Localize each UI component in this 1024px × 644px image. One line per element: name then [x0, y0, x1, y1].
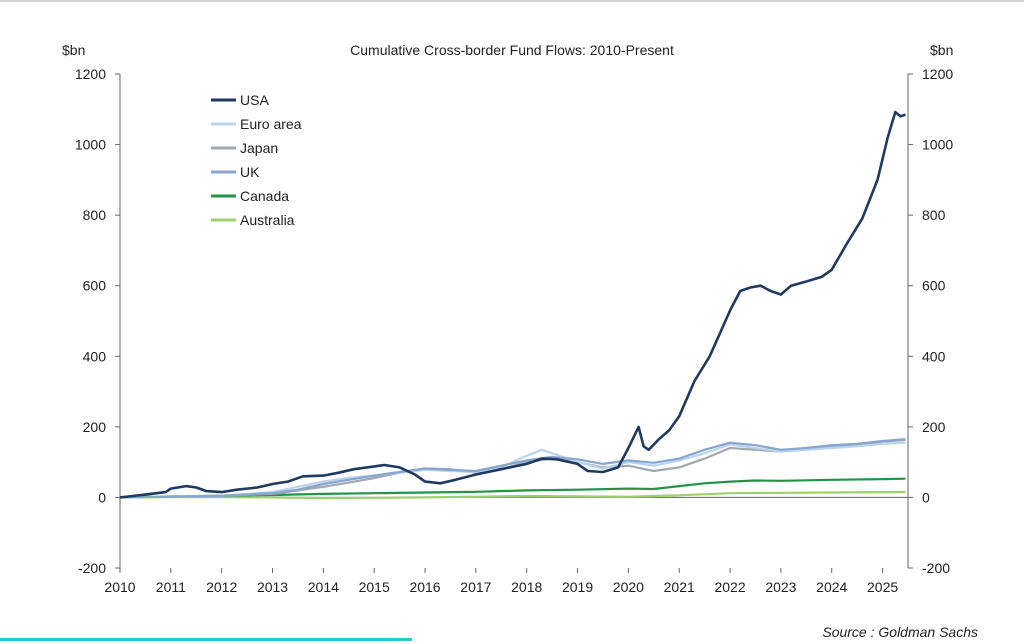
- y-tick-label-right: 400: [922, 348, 946, 364]
- legend: USA Euro area Japan UK Canada Australia: [211, 92, 302, 228]
- x-tick-label: 2025: [867, 579, 898, 595]
- series-lines: [119, 110, 906, 500]
- y-tick-label-left: 200: [83, 419, 107, 435]
- series-line-usa: [119, 110, 906, 499]
- x-tick-label: 2022: [714, 579, 745, 595]
- y-unit-left: $bn: [62, 42, 85, 58]
- legend-label-euro-area: Euro area: [240, 116, 302, 132]
- x-tick-label: 2021: [664, 579, 695, 595]
- x-tick-label: 2011: [156, 579, 186, 595]
- series-line-uk: [119, 438, 906, 499]
- source-caption: Source : Goldman Sachs: [822, 624, 978, 640]
- ticks: -200 -200 0 0 200 200 400 400 600 600 800 800 1000 10…: [75, 66, 954, 595]
- y-unit-right: $bn: [930, 42, 953, 58]
- y-tick-label-right: -200: [922, 560, 950, 576]
- x-tick-label: 2020: [613, 579, 644, 595]
- line-chart: Cumulative Cross-border Fund Flows: 2010…: [62, 42, 954, 595]
- series-line-australia: [119, 491, 906, 500]
- y-tick-label-left: 800: [83, 207, 107, 223]
- x-tick-label: 2017: [460, 579, 491, 595]
- x-tick-label: 2015: [359, 579, 390, 595]
- y-tick-label-left: 1200: [75, 66, 106, 82]
- y-tick-label-left: 400: [83, 348, 107, 364]
- y-tick-label-right: 800: [922, 207, 946, 223]
- legend-label-uk: UK: [240, 164, 260, 180]
- x-tick-label: 2016: [409, 579, 440, 595]
- x-tick-label: 2010: [104, 579, 135, 595]
- y-tick-label-left: 600: [83, 278, 107, 294]
- legend-label-usa: USA: [240, 92, 269, 108]
- top-divider: [0, 0, 1024, 2]
- y-tick-label-right: 0: [922, 489, 930, 505]
- y-tick-label-right: 1000: [922, 137, 953, 153]
- source-accent-bar: [0, 638, 412, 641]
- chart-frame: Cumulative Cross-border Fund Flows: 2010…: [60, 36, 972, 612]
- y-tick-label-right: 600: [922, 278, 946, 294]
- x-tick-label: 2024: [816, 579, 847, 595]
- series-line-euro-area: [119, 441, 906, 499]
- chart-title: Cumulative Cross-border Fund Flows: 2010…: [350, 42, 674, 58]
- y-tick-label-right: 1200: [922, 66, 953, 82]
- y-tick-label-left: 0: [98, 489, 106, 505]
- legend-label-australia: Australia: [240, 212, 295, 228]
- x-tick-label: 2018: [511, 579, 542, 595]
- x-tick-label: 2014: [308, 579, 339, 595]
- x-tick-label: 2013: [257, 579, 288, 595]
- x-tick-label: 2023: [765, 579, 796, 595]
- y-tick-label-left: -200: [78, 560, 106, 576]
- x-tick-label: 2012: [206, 579, 237, 595]
- y-tick-label-left: 1000: [75, 137, 106, 153]
- legend-label-canada: Canada: [240, 188, 289, 204]
- legend-label-japan: Japan: [240, 140, 278, 156]
- y-tick-label-right: 200: [922, 419, 946, 435]
- x-tick-label: 2019: [562, 579, 593, 595]
- series-line-canada: [119, 477, 906, 499]
